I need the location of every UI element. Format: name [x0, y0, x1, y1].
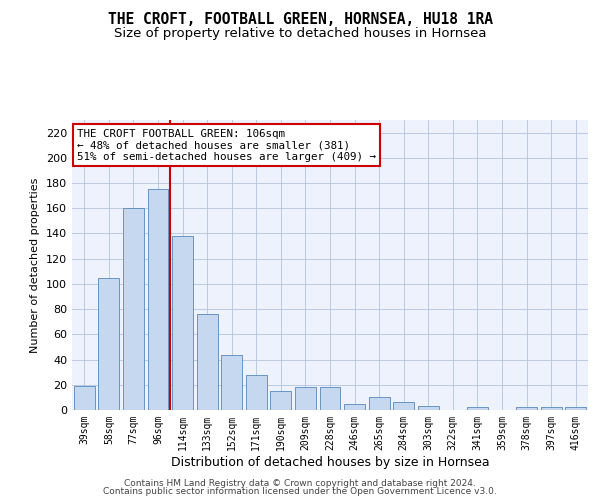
Bar [246, 374, 267, 410]
Text: Contains public sector information licensed under the Open Government Licence v3: Contains public sector information licen… [103, 487, 497, 496]
Y-axis label: Number of detached properties: Number of detached properties [31, 178, 40, 352]
Bar [344, 404, 365, 410]
Text: Contains HM Land Registry data © Crown copyright and database right 2024.: Contains HM Land Registry data © Crown c… [124, 478, 476, 488]
Bar [541, 408, 562, 410]
X-axis label: Distribution of detached houses by size in Hornsea: Distribution of detached houses by size … [170, 456, 490, 468]
Bar [393, 402, 414, 410]
Bar [221, 354, 242, 410]
Bar [418, 406, 439, 410]
Bar [368, 398, 389, 410]
Bar [148, 190, 169, 410]
Bar [467, 408, 488, 410]
Bar [123, 208, 144, 410]
Bar [295, 388, 316, 410]
Bar [98, 278, 119, 410]
Bar [271, 391, 292, 410]
Bar [320, 388, 340, 410]
Bar [74, 386, 95, 410]
Text: Size of property relative to detached houses in Hornsea: Size of property relative to detached ho… [114, 28, 486, 40]
Text: THE CROFT FOOTBALL GREEN: 106sqm
← 48% of detached houses are smaller (381)
51% : THE CROFT FOOTBALL GREEN: 106sqm ← 48% o… [77, 128, 376, 162]
Text: THE CROFT, FOOTBALL GREEN, HORNSEA, HU18 1RA: THE CROFT, FOOTBALL GREEN, HORNSEA, HU18… [107, 12, 493, 28]
Bar [565, 408, 586, 410]
Bar [197, 314, 218, 410]
Bar [516, 408, 537, 410]
Bar [172, 236, 193, 410]
